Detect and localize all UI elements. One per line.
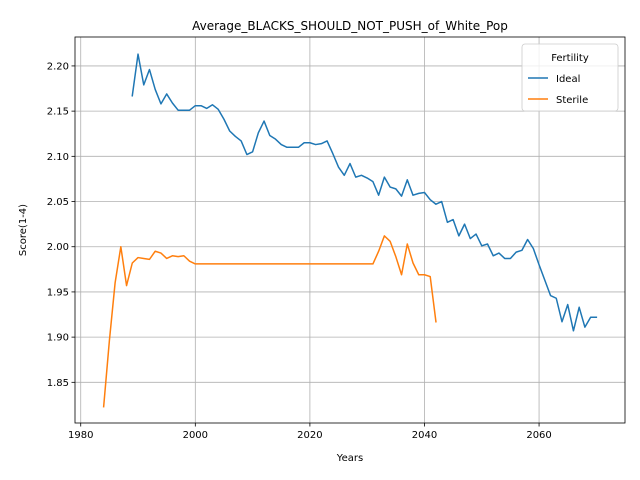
y-tick-label: 2.10	[47, 152, 69, 163]
x-tick-label: 2020	[297, 430, 322, 441]
y-tick-label: 2.15	[47, 107, 69, 118]
y-tick-label: 1.95	[47, 287, 69, 298]
chart-title: Average_BLACKS_SHOULD_NOT_PUSH_of_White_…	[192, 19, 508, 33]
x-tick-label: 2060	[526, 430, 551, 441]
y-tick-label: 2.20	[47, 61, 69, 72]
y-tick-label: 2.00	[47, 242, 69, 253]
x-tick-label: 2000	[183, 430, 208, 441]
x-tick-label: 2040	[412, 430, 437, 441]
x-tick-label: 1980	[68, 430, 93, 441]
legend: Fertility Ideal Sterile	[522, 44, 618, 111]
legend-label-sterile: Sterile	[556, 95, 588, 106]
x-axis-label: Years	[336, 453, 363, 464]
legend-title: Fertility	[551, 53, 589, 64]
y-tick-label: 2.05	[47, 197, 69, 208]
legend-label-ideal: Ideal	[556, 74, 580, 85]
y-axis-label: Score(1-4)	[18, 204, 29, 256]
y-tick-label: 1.90	[47, 333, 69, 344]
y-tick-label: 1.85	[47, 378, 69, 389]
